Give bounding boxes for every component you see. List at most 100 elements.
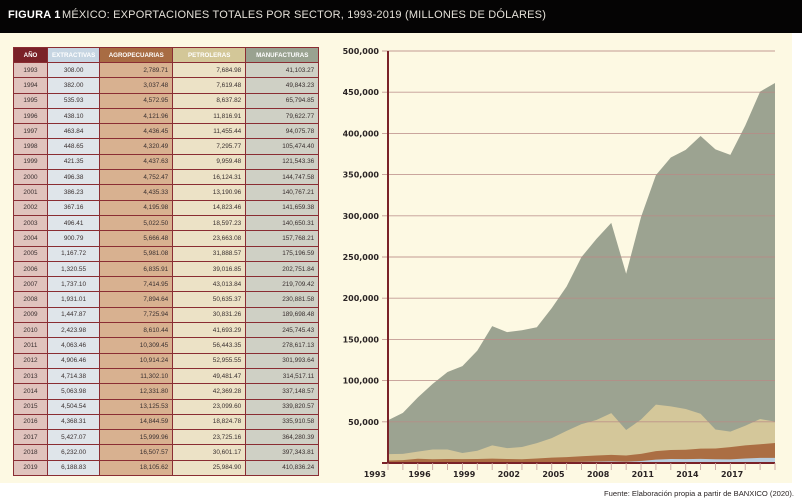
cell-manufacturas: 41,103.27	[245, 61, 320, 79]
area-agropecuarias	[388, 442, 775, 463]
cell-year: 2018	[13, 444, 48, 461]
cell-petroleras: 52,955.55	[172, 352, 247, 369]
table-row: 2009 1,447.87 7,725.94 30,831.26 189,698.48	[13, 306, 320, 324]
cell-year: 2013	[13, 367, 48, 385]
cell-agropecuarias: 16,507.57	[99, 444, 174, 461]
x-tick-label: 2017	[721, 470, 743, 479]
cell-manufacturas: 339,820.57	[245, 398, 320, 415]
cell-agropecuarias: 7,725.94	[99, 306, 174, 324]
table-row: 1994 382.00 3,037.48 7,619.48 49,843.23	[13, 77, 320, 94]
x-tick-label: 1999	[453, 470, 476, 479]
cell-extractivas: 4,714.38	[46, 367, 101, 385]
cell-manufacturas: 189,698.48	[245, 306, 320, 324]
x-tick-label: 2014	[676, 470, 699, 479]
area-manufacturas	[388, 83, 775, 463]
figure-title: MÉXICO: EXPORTACIONES TOTALES POR SECTOR…	[62, 9, 547, 21]
cell-extractivas: 535.93	[46, 92, 101, 109]
cell-year: 2012	[13, 352, 48, 369]
table-row: 2014 5,063.98 12,331.80 42,369.28 337,148.57	[13, 383, 320, 400]
cell-agropecuarias: 12,331.80	[99, 383, 174, 400]
cell-year: 1998	[13, 138, 48, 155]
cell-agropecuarias: 7,414.95	[99, 276, 174, 293]
cell-manufacturas: 175,196.59	[245, 245, 320, 262]
cell-year: 2014	[13, 383, 48, 400]
table-row: 2018 6,232.00 16,507.57 30,601.17 397,343.81	[13, 444, 320, 461]
header-agropecuarias: AGROPECUARIAS	[99, 47, 174, 63]
table-row: 2004 900.79 5,666.48 23,663.08 157,768.21	[13, 230, 320, 247]
x-tick-label: 2002	[498, 470, 520, 479]
table-row: 2003 496.41 5,022.50 18,597.23 140,650.31	[13, 214, 320, 232]
stacked-area-chart: 50,000 100,000 150,000 200,000 250,000 300,00…	[343, 47, 776, 479]
cell-manufacturas: 278,617.13	[245, 337, 320, 354]
table-row: 2002 367.16 4,195.98 14,823.46 141,659.38	[13, 199, 320, 216]
table-row: 2012 4,906.46 10,914.24 52,955.55 301,993.64	[13, 352, 320, 369]
cell-petroleras: 14,823.46	[172, 199, 247, 216]
cell-extractivas: 438.10	[46, 107, 101, 125]
cell-extractivas: 4,504.54	[46, 398, 101, 415]
cell-manufacturas: 94,075.78	[245, 123, 320, 140]
table-header-row: AÑO EXTRACTIVAS AGROPECUARIAS PETROLERAS…	[13, 47, 320, 63]
table-row: 2019 6,188.83 18,105.62 25,984.90 410,836.24	[13, 459, 320, 477]
cell-extractivas: 1,320.55	[46, 260, 101, 278]
table-row: 2015 4,504.54 13,125.53 23,099.60 339,820.57	[13, 398, 320, 415]
cell-manufacturas: 140,650.31	[245, 214, 320, 232]
cell-year: 2010	[13, 322, 48, 339]
cell-manufacturas: 314,517.11	[245, 367, 320, 385]
cell-petroleras: 50,635.37	[172, 291, 247, 308]
x-tick-label: 2005	[542, 470, 565, 479]
cell-extractivas: 1,737.10	[46, 276, 101, 293]
cell-agropecuarias: 2,789.71	[99, 61, 174, 79]
cell-manufacturas: 157,768.21	[245, 230, 320, 247]
cell-agropecuarias: 15,999.96	[99, 429, 174, 446]
x-tick-label: 2011	[632, 470, 655, 479]
cell-petroleras: 30,831.26	[172, 306, 247, 324]
cell-manufacturas: 410,836.24	[245, 459, 320, 477]
cell-agropecuarias: 5,981.08	[99, 245, 174, 262]
cell-extractivas: 496.41	[46, 214, 101, 232]
area-petroleras	[388, 404, 775, 463]
table-row: 1998 448.65 4,320.49 7,295.77 105,474.40	[13, 138, 320, 155]
cell-extractivas: 496.38	[46, 169, 101, 186]
cell-petroleras: 18,824.78	[172, 413, 247, 431]
cell-petroleras: 11,455.44	[172, 123, 247, 140]
cell-extractivas: 5,063.98	[46, 383, 101, 400]
cell-petroleras: 11,816.91	[172, 107, 247, 125]
cell-year: 2004	[13, 230, 48, 247]
cell-extractivas: 367.16	[46, 199, 101, 216]
cell-extractivas: 2,423.98	[46, 322, 101, 339]
cell-manufacturas: 144,747.58	[245, 169, 320, 186]
cell-manufacturas: 105,474.40	[245, 138, 320, 155]
cell-year: 2019	[13, 459, 48, 477]
header-manufacturas: MANUFACTURAS	[245, 47, 320, 63]
cell-extractivas: 448.65	[46, 138, 101, 155]
cell-year: 1993	[13, 61, 48, 79]
cell-agropecuarias: 4,435.33	[99, 184, 174, 201]
y-tick-label: 250,000	[343, 253, 380, 262]
cell-agropecuarias: 4,121.96	[99, 107, 174, 125]
table-row: 1999 421.35 4,437.63 9,959.48 121,543.36	[13, 153, 320, 171]
table-row: 1996 438.10 4,121.96 11,816.91 79,622.77	[13, 107, 320, 125]
cell-year: 2001	[13, 184, 48, 201]
cell-year: 1997	[13, 123, 48, 140]
cell-manufacturas: 337,148.57	[245, 383, 320, 400]
cell-extractivas: 4,063.46	[46, 337, 101, 354]
cell-agropecuarias: 8,610.44	[99, 322, 174, 339]
cell-extractivas: 900.79	[46, 230, 101, 247]
table-row: 2016 4,368.31 14,844.59 18,824.78 335,910.58	[13, 413, 320, 431]
cell-agropecuarias: 5,022.50	[99, 214, 174, 232]
cell-agropecuarias: 4,320.49	[99, 138, 174, 155]
cell-manufacturas: 364,280.39	[245, 429, 320, 446]
cell-year: 2015	[13, 398, 48, 415]
cell-extractivas: 1,447.87	[46, 306, 101, 324]
cell-extractivas: 1,167.72	[46, 245, 101, 262]
cell-year: 2009	[13, 306, 48, 324]
cell-year: 2006	[13, 260, 48, 278]
cell-petroleras: 9,959.48	[172, 153, 247, 171]
cell-manufacturas: 121,543.36	[245, 153, 320, 171]
y-tick-label: 300,000	[343, 212, 380, 221]
cell-agropecuarias: 4,752.47	[99, 169, 174, 186]
cell-manufacturas: 79,622.77	[245, 107, 320, 125]
cell-extractivas: 386.23	[46, 184, 101, 201]
area-extractivas	[388, 457, 775, 463]
y-tick-label: 150,000	[343, 335, 380, 344]
